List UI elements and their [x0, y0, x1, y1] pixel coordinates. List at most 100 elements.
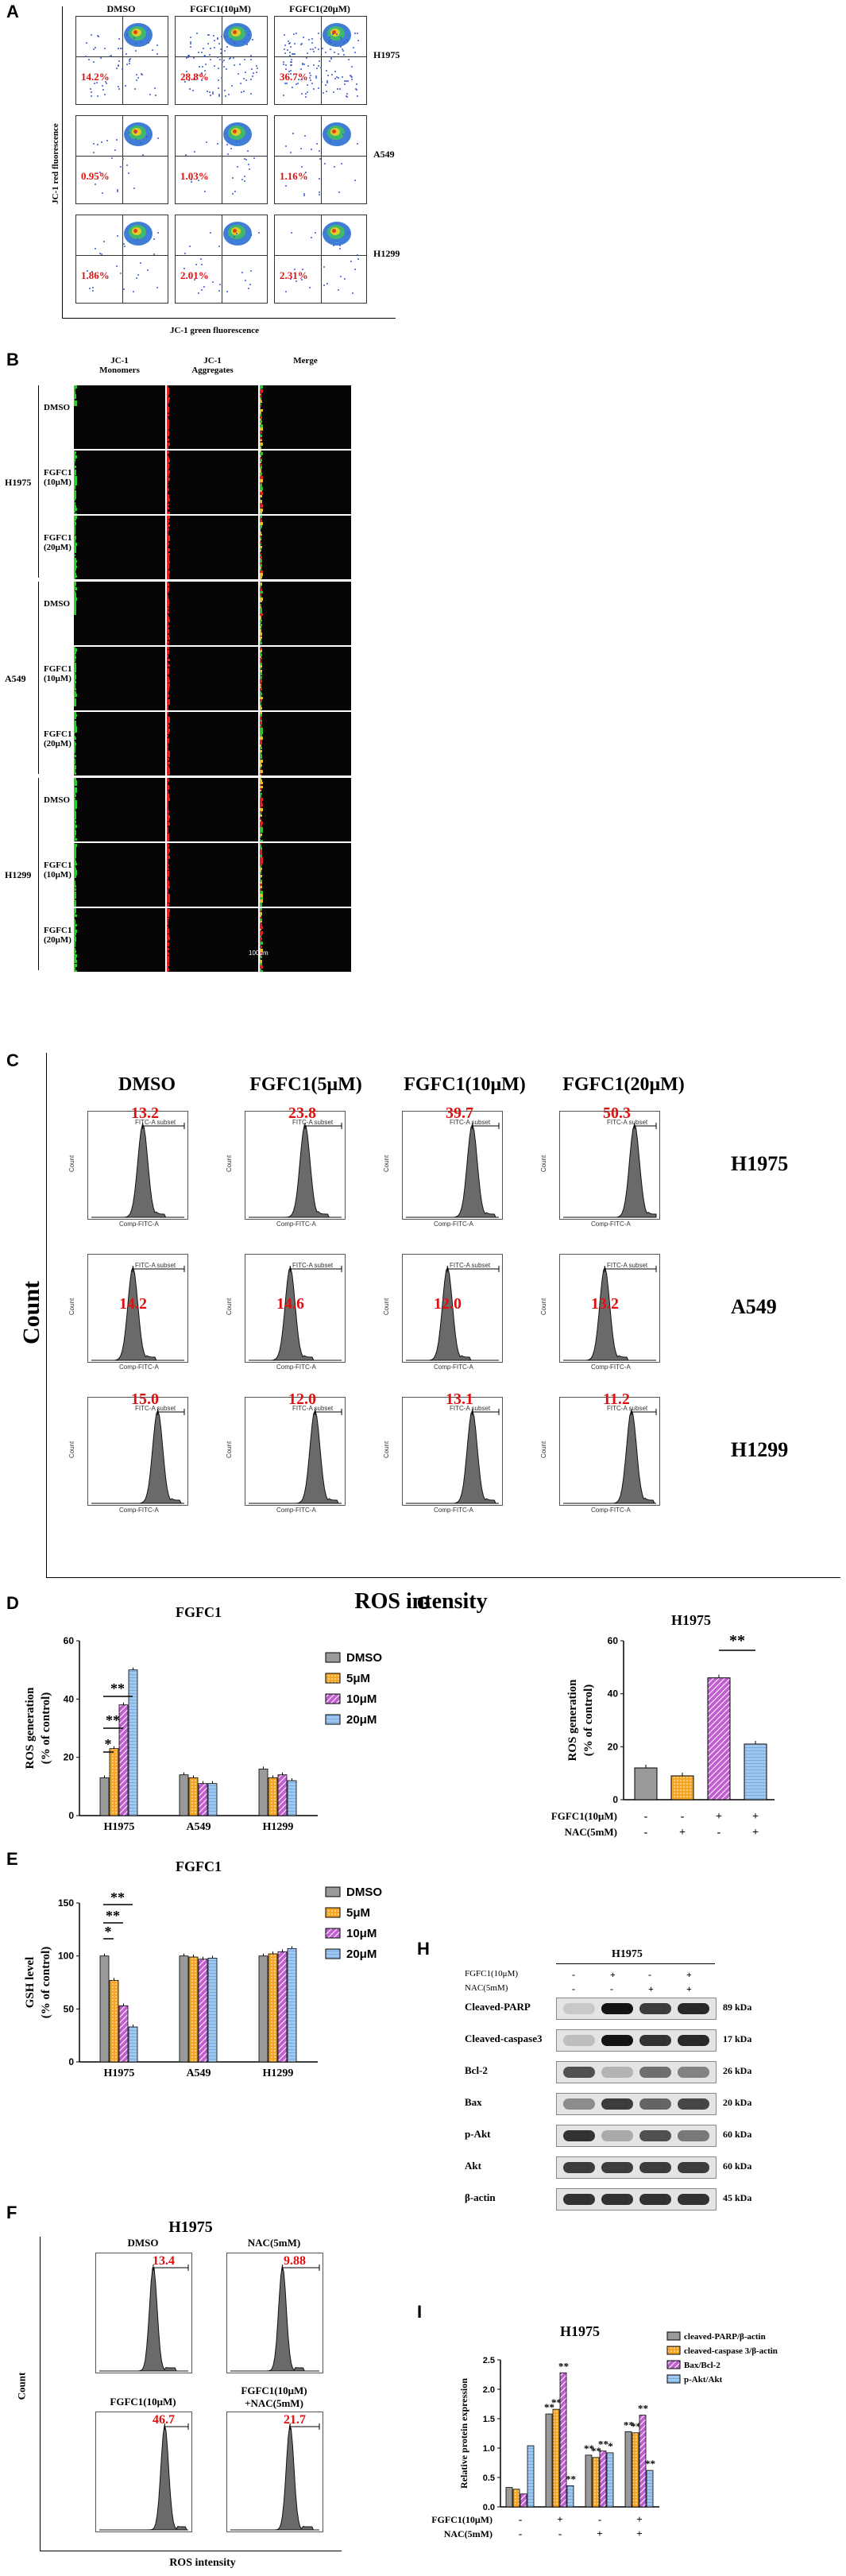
condition-sign: +: [716, 1811, 722, 1823]
fluorescent-cell: [74, 926, 76, 929]
group-bracket: [38, 778, 39, 970]
fluorescent-cell: [74, 465, 76, 468]
fluorescent-cell: [74, 648, 77, 652]
bar: [670, 1775, 694, 1800]
histogram-svg: [406, 1123, 500, 1218]
fluorescent-cell: [167, 921, 168, 923]
fluorescent-cell: [260, 821, 263, 825]
event-dot: [338, 191, 340, 193]
event-dot: [122, 47, 124, 49]
fluorescent-cell: [167, 855, 170, 859]
significance-marker: *: [105, 1736, 112, 1752]
event-dot: [250, 59, 253, 61]
fluorescent-cell: [74, 878, 75, 880]
fluorescent-cell: [167, 528, 169, 532]
fluorescent-cell: [74, 920, 75, 922]
fluorescent-cell: [167, 439, 169, 442]
condition-row-label: FGFC1(10μM): [551, 1810, 617, 1822]
y-axis-label: Count: [540, 1441, 548, 1459]
fluorescent-cell: [167, 924, 168, 926]
event-dot: [340, 37, 342, 40]
panel-b-group-label: H1975: [5, 477, 32, 488]
fluorescent-cell: [260, 439, 262, 442]
fluorescent-cell: [167, 575, 169, 578]
fluorescent-cell: [74, 740, 75, 741]
fluorescent-cell: [260, 433, 261, 435]
bar: [566, 2485, 574, 2508]
fluorescent-cell: [167, 538, 170, 542]
event-dot: [102, 88, 104, 91]
event-dot: [200, 72, 203, 75]
panel-c-xlabel: ROS intensity: [354, 1589, 488, 1614]
event-dot: [285, 184, 288, 187]
event-dot: [234, 191, 237, 193]
fluorescent-cell: [167, 615, 168, 617]
fluorescent-cell: [167, 433, 170, 436]
fluorescent-cell: [260, 947, 261, 950]
legend-label: 10μM: [346, 1927, 377, 1940]
bar: [188, 1956, 199, 2063]
fluorescent-cell: [167, 851, 169, 854]
y-axis-label: Count: [383, 1298, 391, 1316]
fluorescent-cell: [260, 389, 263, 393]
fluorescent-cell: [260, 660, 262, 663]
fluorescent-cell: [74, 537, 76, 540]
event-dot: [301, 43, 303, 45]
chart-ylabel: Relative protein expression: [458, 2378, 469, 2489]
fluorescent-cell: [260, 688, 262, 690]
fluorescent-cell: [260, 554, 261, 556]
fluorescent-cell: [260, 687, 261, 689]
event-dot: [236, 232, 238, 234]
y-axis-label: Count: [383, 1155, 391, 1173]
event-dot: [129, 132, 131, 134]
event-dot: [354, 33, 357, 35]
fluorescent-cell: [167, 706, 168, 708]
histogram-distribution: [406, 1123, 499, 1218]
condition-sign: +: [636, 2528, 642, 2539]
fluorescent-cell: [74, 843, 75, 845]
molecular-weight: 60 kDa: [723, 2160, 752, 2172]
y-axis-label: Count: [68, 1155, 76, 1173]
event-dot: [117, 86, 119, 88]
fluorescent-cell: [260, 553, 261, 555]
molecular-weight: 17 kDa: [723, 2033, 752, 2044]
significance-marker: **: [558, 2360, 569, 2372]
fluorescent-cell: [260, 873, 261, 875]
event-dot: [310, 236, 312, 238]
fluorescent-cell: [167, 436, 168, 439]
bar: [287, 1780, 297, 1816]
fluorescent-cell: [74, 853, 77, 857]
fluorescent-cell: [74, 673, 75, 675]
event-dot: [350, 261, 352, 263]
fluorescent-cell: [74, 529, 76, 532]
fluorescent-cell: [74, 860, 77, 863]
event-dot: [338, 87, 341, 90]
panel-f-ylabel: Count: [15, 2372, 28, 2400]
fluorescent-cell: [74, 582, 76, 584]
fluorescent-cell: [260, 891, 263, 895]
fluorescent-cell: [74, 795, 76, 797]
fluorescent-cell: [74, 899, 75, 901]
legend-swatch: [666, 2374, 681, 2384]
fluorescent-cell: [167, 764, 168, 767]
histogram-distribution: [99, 2425, 188, 2531]
fluorescent-cell: [74, 703, 76, 706]
gate-label: FITC-A subset: [607, 1262, 648, 1269]
fluorescent-cell: [260, 536, 262, 538]
event-dot: [214, 46, 216, 48]
y-tick-label: 50: [64, 2003, 75, 2014]
event-dot: [334, 77, 336, 79]
fluorescent-cell: [167, 696, 168, 698]
y-axis-label: Count: [226, 1298, 234, 1316]
fluorescent-cell: [74, 665, 77, 668]
fluorescent-cell: [74, 399, 75, 400]
event-dot: [201, 288, 203, 291]
fluorescent-cell: [74, 545, 76, 548]
event-dot: [338, 245, 341, 247]
fluorescent-cell: [74, 820, 77, 824]
y-tick-label: 40: [608, 1688, 619, 1700]
fluorescent-cell: [260, 894, 263, 897]
event-dot: [326, 81, 329, 83]
event-dot: [134, 50, 137, 52]
event-dot: [134, 42, 137, 44]
